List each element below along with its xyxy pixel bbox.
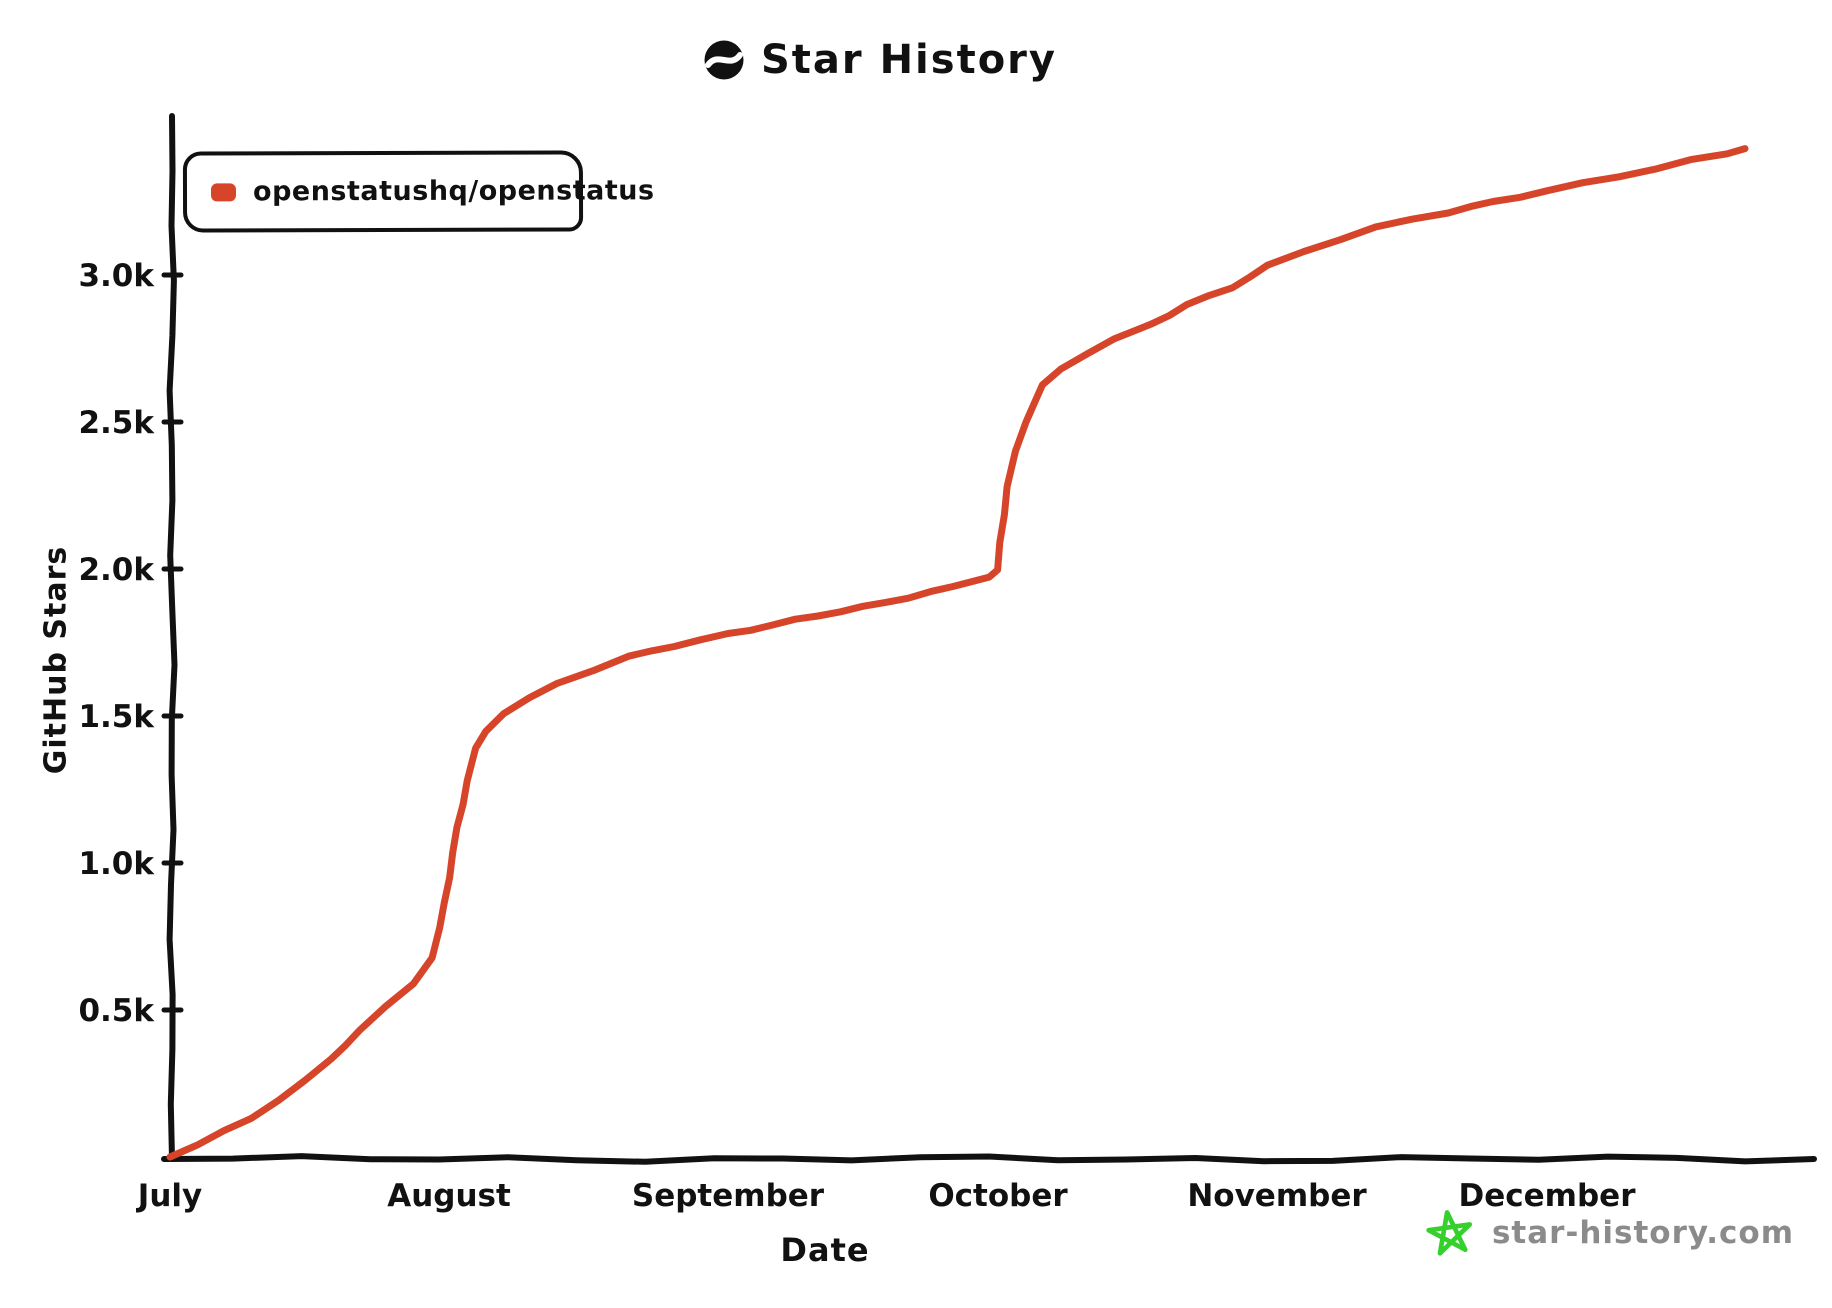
legend: openstatushq/openstatus	[182, 150, 655, 233]
watermark: star-history.com	[1423, 1206, 1794, 1260]
x-tick-label: December	[1459, 1178, 1637, 1214]
x-tick-label: November	[1187, 1178, 1367, 1214]
y-tick-label: 2.5k	[78, 405, 155, 441]
star-history-logo-icon	[703, 39, 745, 81]
watermark-text: star-history.com	[1491, 1215, 1794, 1251]
y-tick-label: 3.0k	[78, 258, 155, 294]
star-history-curve	[166, 145, 1749, 1161]
y-tick-label: 1.0k	[78, 846, 155, 882]
legend-series-marker	[210, 182, 237, 201]
y-tick-label: 2.0k	[78, 552, 155, 588]
x-axis-title: Date	[780, 1231, 870, 1269]
x-tick-label: August	[387, 1178, 511, 1214]
green-star-icon	[1423, 1206, 1477, 1260]
y-tick-label: 0.5k	[78, 993, 155, 1029]
chart-title-row: Star History	[0, 34, 1760, 86]
page-title: Star History	[761, 37, 1057, 83]
y-axis-line	[166, 113, 178, 1162]
y-tick-label: 1.5k	[78, 699, 155, 735]
y-axis-title: GitHub Stars	[38, 545, 74, 775]
x-tick-label: September	[632, 1178, 825, 1214]
x-axis-line	[161, 1153, 1817, 1165]
legend-series-label: openstatushq/openstatus	[252, 175, 655, 208]
x-tick-label: July	[136, 1178, 202, 1214]
x-tick-label: October	[928, 1178, 1068, 1214]
